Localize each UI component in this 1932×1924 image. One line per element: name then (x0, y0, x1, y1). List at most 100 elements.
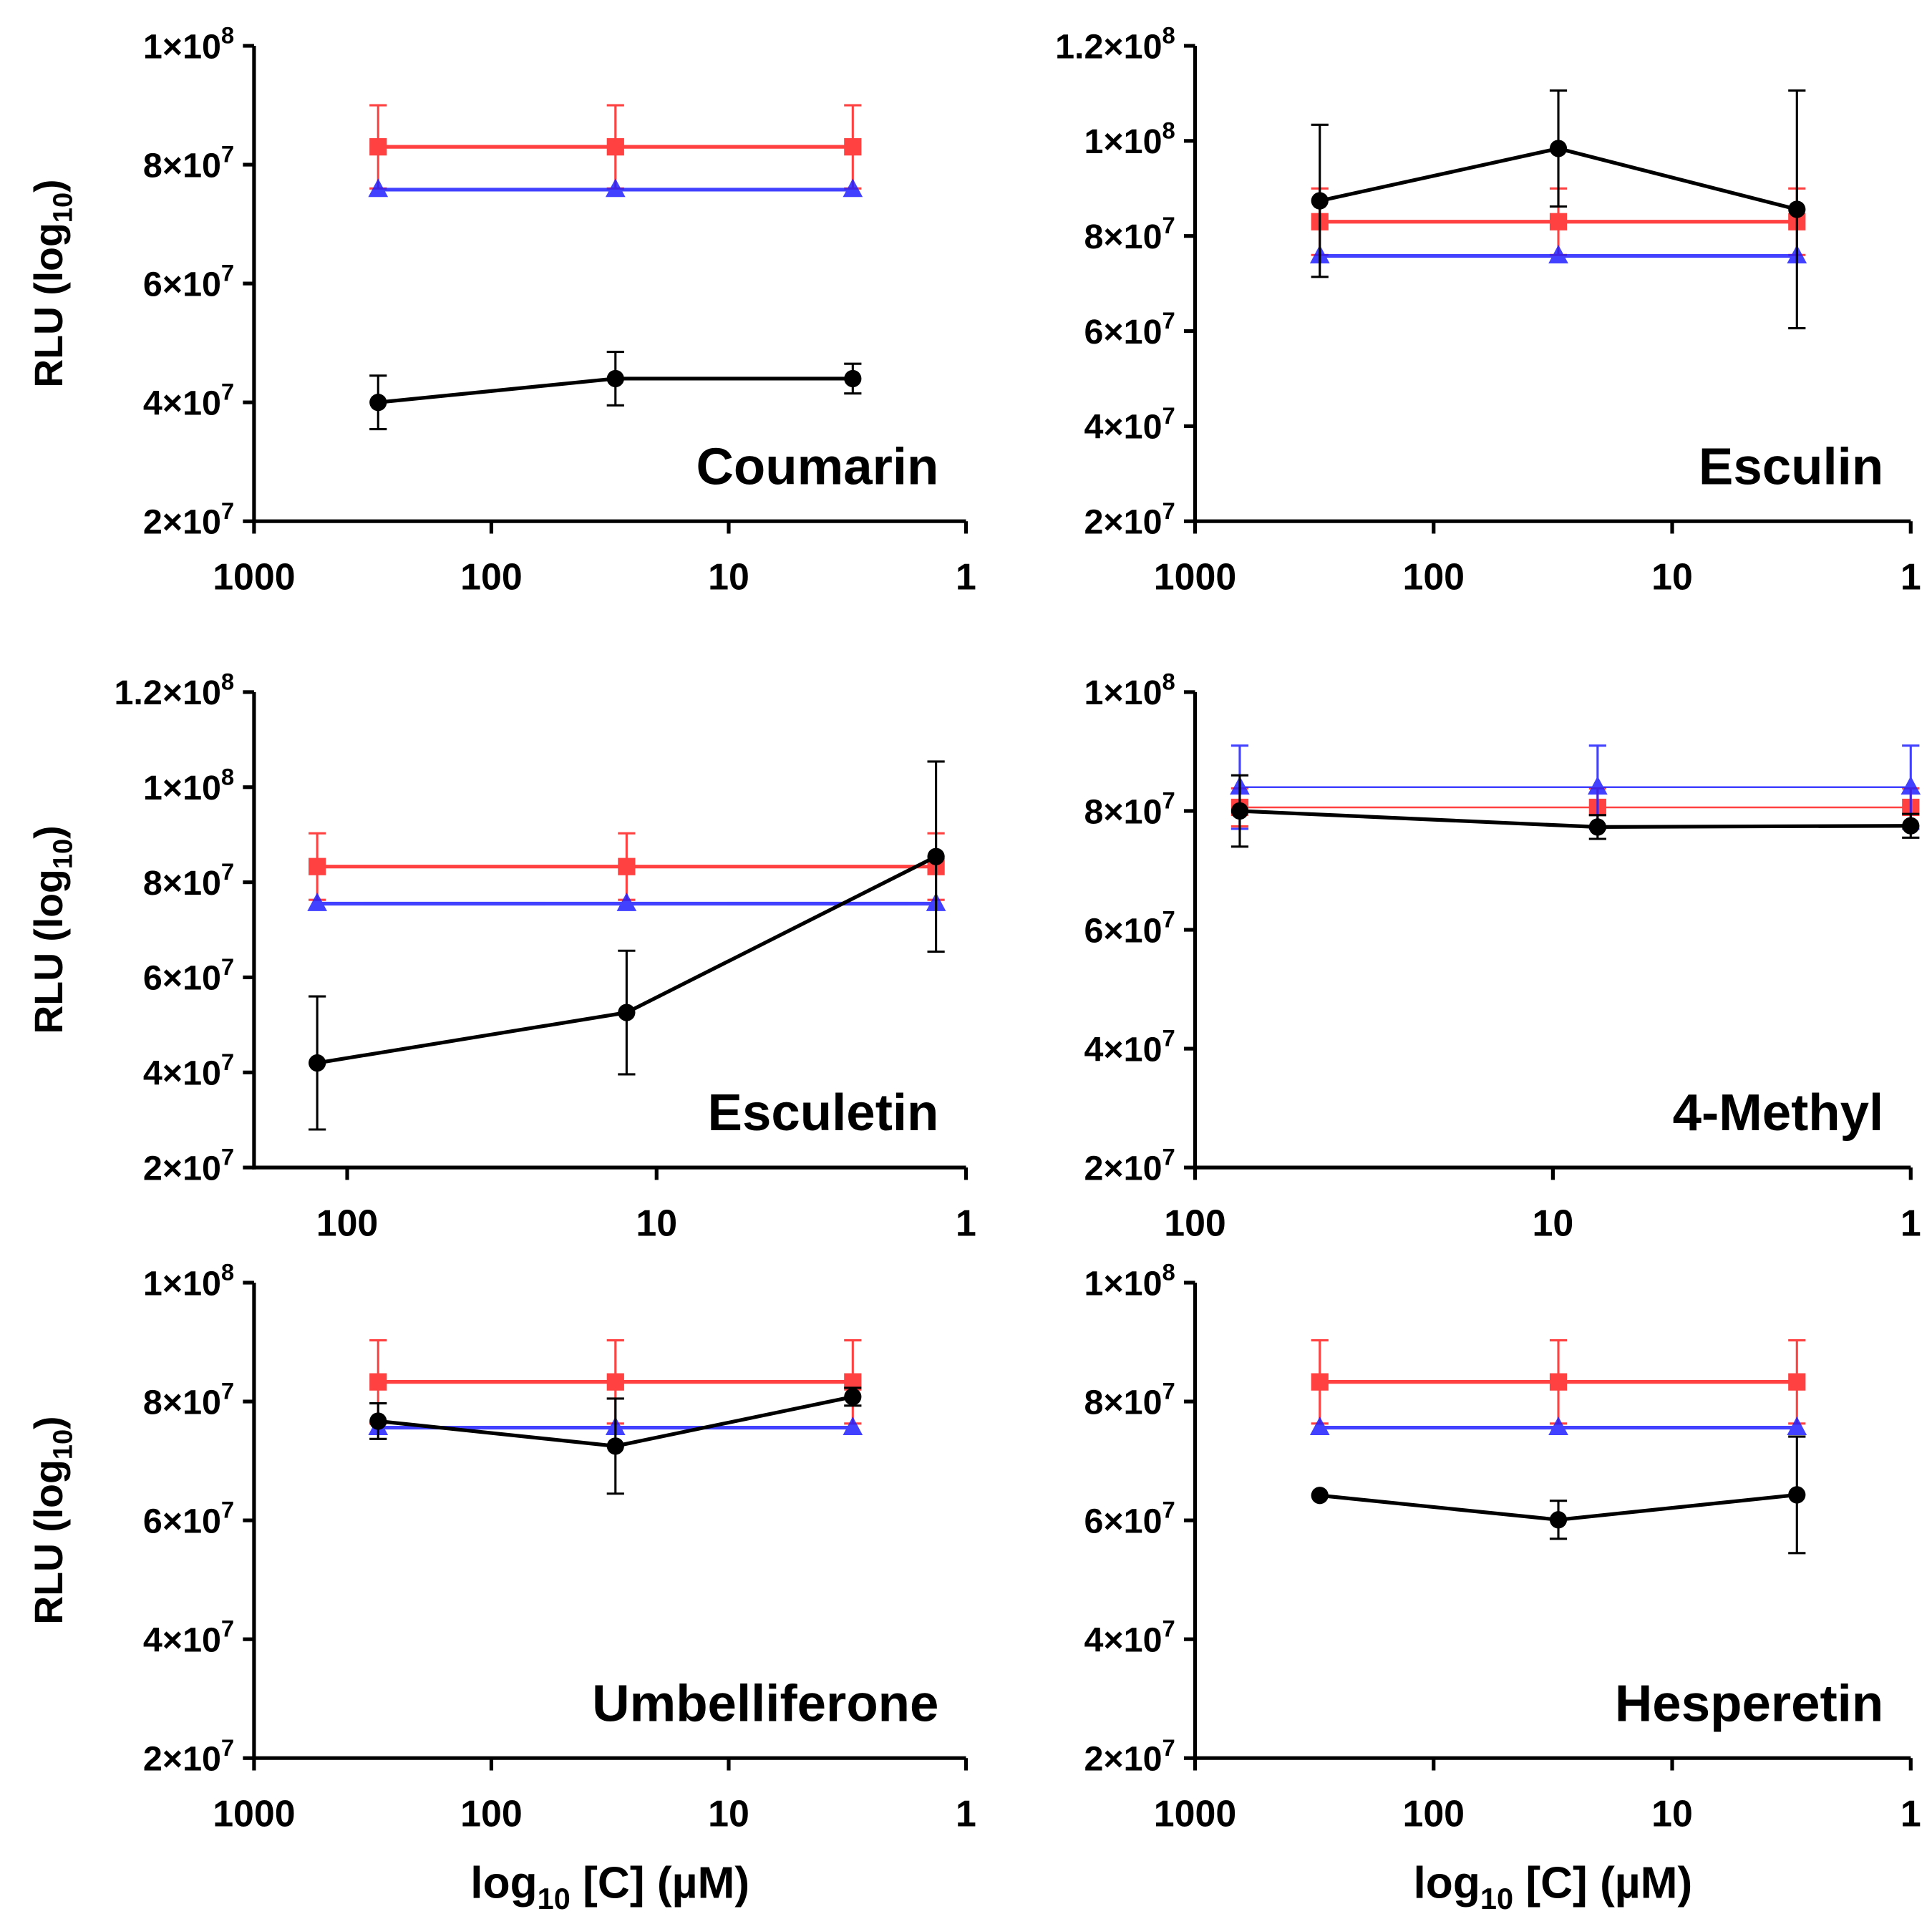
y-tick-label: 2×107 (143, 1734, 234, 1779)
panel-title: Coumarin (696, 437, 938, 495)
x-tick-label: 100 (460, 555, 523, 597)
x-tick-label: 1000 (1154, 555, 1236, 597)
y-tick-label: 6×107 (143, 260, 234, 304)
data-point (309, 857, 326, 875)
data-point (927, 847, 945, 865)
panel-title: Esculin (1699, 437, 1883, 495)
x-tick-label: 100 (1164, 1202, 1226, 1243)
y-tick-mantissa: 6×10 (1084, 313, 1162, 351)
data-point (1548, 245, 1568, 263)
x-label-end: [C] (µM) (1513, 1859, 1692, 1908)
data-point (1788, 1486, 1806, 1504)
data-point (1230, 802, 1249, 820)
y-tick-exponent: 8 (1162, 1259, 1175, 1286)
y-tick-mantissa: 1×10 (143, 1264, 221, 1303)
data-point (843, 1417, 863, 1435)
x-tick-label: 10 (1651, 1792, 1693, 1834)
y-tick-exponent: 7 (221, 497, 234, 524)
y-tick-mantissa: 8×10 (1084, 218, 1162, 256)
data-point (606, 1373, 624, 1391)
y-tick-label: 6×107 (143, 953, 234, 998)
y-tick-label: 4×107 (1084, 402, 1175, 447)
panel-title: Umbelliferone (592, 1674, 938, 1732)
y-tick-mantissa: 6×10 (143, 959, 221, 998)
data-point (1549, 213, 1568, 230)
y-tick-mantissa: 4×10 (1084, 1621, 1162, 1659)
y-tick-exponent: 7 (221, 141, 234, 167)
data-point (1549, 140, 1568, 157)
y-tick-exponent: 7 (1162, 497, 1175, 524)
data-point (605, 178, 626, 198)
series-circle (369, 351, 862, 431)
y-tick-exponent: 7 (1162, 1378, 1175, 1404)
data-point (307, 892, 327, 911)
y-tick-label: 2×107 (143, 1144, 234, 1188)
x-tick-label: 1 (956, 555, 976, 597)
y-tick-exponent: 7 (1162, 1616, 1175, 1642)
y-tick-label: 1.2×108 (1055, 22, 1175, 67)
y-label-main: RLU (log (26, 1459, 71, 1625)
y-tick-label: 8×107 (1084, 1378, 1175, 1422)
data-point (1311, 1373, 1329, 1391)
panel-title: Hesperetin (1615, 1674, 1883, 1732)
y-tick-mantissa: 4×10 (1084, 1030, 1162, 1069)
y-tick-exponent: 7 (221, 1497, 234, 1523)
x-tick-label: 10 (1651, 555, 1693, 597)
x-tick-label: 100 (1402, 555, 1465, 597)
y-tick-exponent: 7 (221, 1378, 234, 1404)
y-tick-exponent: 8 (221, 668, 234, 694)
y-tick-exponent: 7 (221, 1049, 234, 1075)
y-tick-exponent: 7 (1162, 787, 1175, 814)
data-point (368, 178, 389, 198)
y-tick-label: 2×107 (1084, 497, 1175, 542)
x-label-end: [C] (µM) (571, 1859, 749, 1908)
y-tick-mantissa: 1×10 (143, 769, 221, 807)
data-point (1311, 192, 1329, 210)
y-tick-mantissa: 6×10 (1084, 1502, 1162, 1540)
y-tick-label: 6×107 (1084, 1497, 1175, 1541)
y-tick-mantissa: 1×10 (1084, 1264, 1162, 1303)
y-tick-mantissa: 2×10 (1084, 1149, 1162, 1187)
x-tick-label: 100 (316, 1202, 379, 1243)
y-tick-exponent: 7 (221, 858, 234, 885)
x-label-main: log (470, 1859, 537, 1908)
data-point (618, 857, 636, 875)
y-tick-exponent: 8 (1162, 22, 1175, 49)
y-tick-exponent: 7 (221, 953, 234, 980)
x-label-main: log (1413, 1859, 1480, 1908)
data-point (618, 1004, 636, 1021)
y-tick-exponent: 7 (221, 260, 234, 286)
y-tick-exponent: 7 (1162, 1734, 1175, 1761)
x-tick-label: 1 (1901, 1202, 1921, 1243)
y-tick-mantissa: 1×10 (143, 27, 221, 66)
y-tick-mantissa: 1×10 (1084, 674, 1162, 712)
y-tick-label: 6×107 (1084, 906, 1175, 951)
y-tick-exponent: 7 (221, 1616, 234, 1642)
data-point (843, 178, 863, 198)
series-square (369, 1338, 862, 1425)
data-point (844, 369, 862, 388)
data-point (1788, 1373, 1806, 1391)
x-tick-label: 1000 (213, 555, 295, 597)
series-line (1239, 809, 1911, 829)
y-tick-exponent: 7 (221, 379, 234, 405)
x-tick-label: 1 (1901, 1792, 1921, 1834)
y-tick-exponent: 7 (221, 1734, 234, 1761)
y-tick-mantissa: 8×10 (143, 864, 221, 903)
y-tick-label: 4×107 (143, 1616, 234, 1660)
y-tick-label: 8×107 (1084, 787, 1175, 832)
y-tick-mantissa: 2×10 (1084, 503, 1162, 542)
x-tick-label: 10 (636, 1202, 677, 1243)
data-point (369, 138, 387, 156)
y-tick-exponent: 7 (1162, 1144, 1175, 1170)
y-axis-label: RLU (log10) (26, 1416, 79, 1624)
series-square (309, 832, 945, 901)
y-tick-mantissa: 1.2×10 (114, 674, 220, 712)
y-tick-mantissa: 8×10 (143, 146, 221, 185)
x-axis-label: log10 [C] (µM) (470, 1859, 749, 1916)
